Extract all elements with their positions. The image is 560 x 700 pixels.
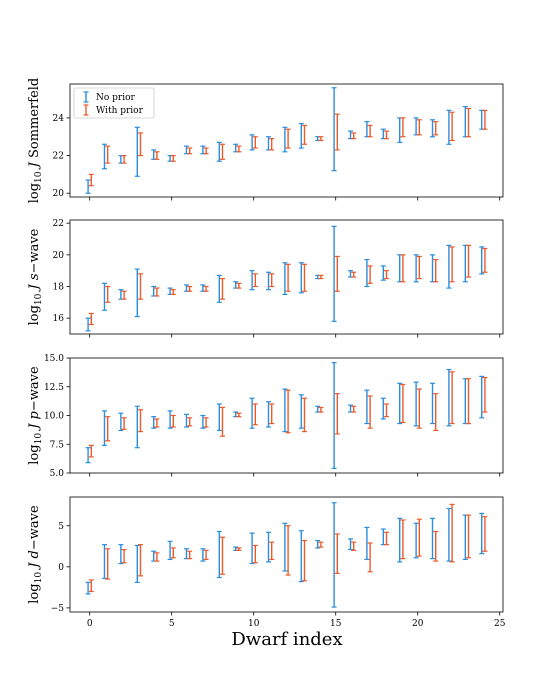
- legend-label: With prior: [96, 106, 144, 116]
- y-axis-label: log10 J d−wave: [27, 505, 44, 604]
- x-tick-label: 0: [87, 619, 93, 629]
- y-tick-label: 20: [53, 251, 65, 261]
- y-axis-label: log10 J p−wave: [27, 366, 44, 465]
- legend: No prior With prior: [73, 87, 155, 119]
- panel-4: −5 0 5 0 5 10 15 20 25 log10 J d−wave: [27, 496, 506, 629]
- y-tick-label: 16: [53, 314, 65, 324]
- panel-2: 16 18 20 22 log10 J s−wave: [27, 219, 504, 338]
- y-axis-label: log10 J Sommerfeld: [27, 78, 44, 204]
- legend-label: No prior: [96, 93, 136, 103]
- y-tick-label: 5: [58, 522, 64, 532]
- y-tick-label: 18: [53, 283, 65, 293]
- plot-frame: [69, 496, 504, 613]
- x-tick-label: 10: [248, 619, 260, 629]
- y-tick-label: 15.0: [44, 354, 64, 364]
- y-tick-label: 7.5: [50, 440, 65, 450]
- x-tick-label: 15: [330, 619, 342, 629]
- x-tick-label: 25: [494, 619, 506, 629]
- y-tick-label: −5: [51, 604, 65, 614]
- x-tick-label: 20: [412, 619, 424, 629]
- y-tick-label: 0: [58, 563, 64, 573]
- y-axis-label: log10 J s−wave: [27, 228, 44, 325]
- panel-1: 20 22 24 log10 J Sommerfeld No prior With pri…: [27, 78, 504, 204]
- plot-frame: [69, 83, 504, 198]
- x-tick-label: 5: [169, 619, 175, 629]
- panels-group: 20 22 24 log10 J Sommerfeld No prior With pri…: [27, 78, 506, 629]
- y-tick-label: 22: [53, 219, 64, 229]
- x-axis-label: Dwarf index: [231, 629, 342, 650]
- legend-box: [73, 87, 155, 119]
- plot-frame: [69, 219, 504, 335]
- y-tick-label: 5.0: [50, 469, 65, 479]
- y-tick-label: 20: [53, 189, 65, 199]
- plot-frame: [69, 357, 504, 474]
- y-tick-label: 22: [53, 152, 64, 162]
- y-tick-label: 10.0: [44, 412, 64, 422]
- y-tick-label: 12.5: [44, 383, 64, 393]
- y-tick-label: 24: [53, 114, 65, 124]
